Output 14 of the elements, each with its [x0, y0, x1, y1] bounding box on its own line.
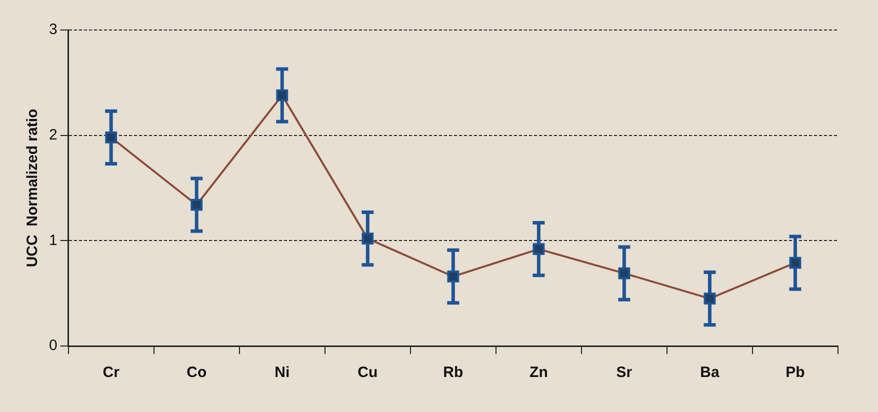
y-tick-label: 1 [49, 232, 58, 249]
x-tick-label: Ni [274, 364, 290, 382]
x-tick-label: Rb [443, 364, 464, 382]
x-tick-label: Cu [358, 364, 378, 382]
x-tick-label: Zn [530, 364, 548, 382]
y-tick-label: 0 [49, 337, 58, 354]
y-tick-label: 3 [49, 21, 58, 38]
x-tick-label: Sr [616, 364, 632, 382]
x-tick-label: Co [186, 364, 207, 382]
x-tick-label: Cr [102, 364, 120, 382]
x-tick-label: Ba [700, 364, 720, 382]
y-axis-title: UCC Normalized ratio [24, 108, 42, 268]
y-tick-label: 2 [49, 126, 58, 144]
x-tick-label: Pb [786, 364, 805, 382]
